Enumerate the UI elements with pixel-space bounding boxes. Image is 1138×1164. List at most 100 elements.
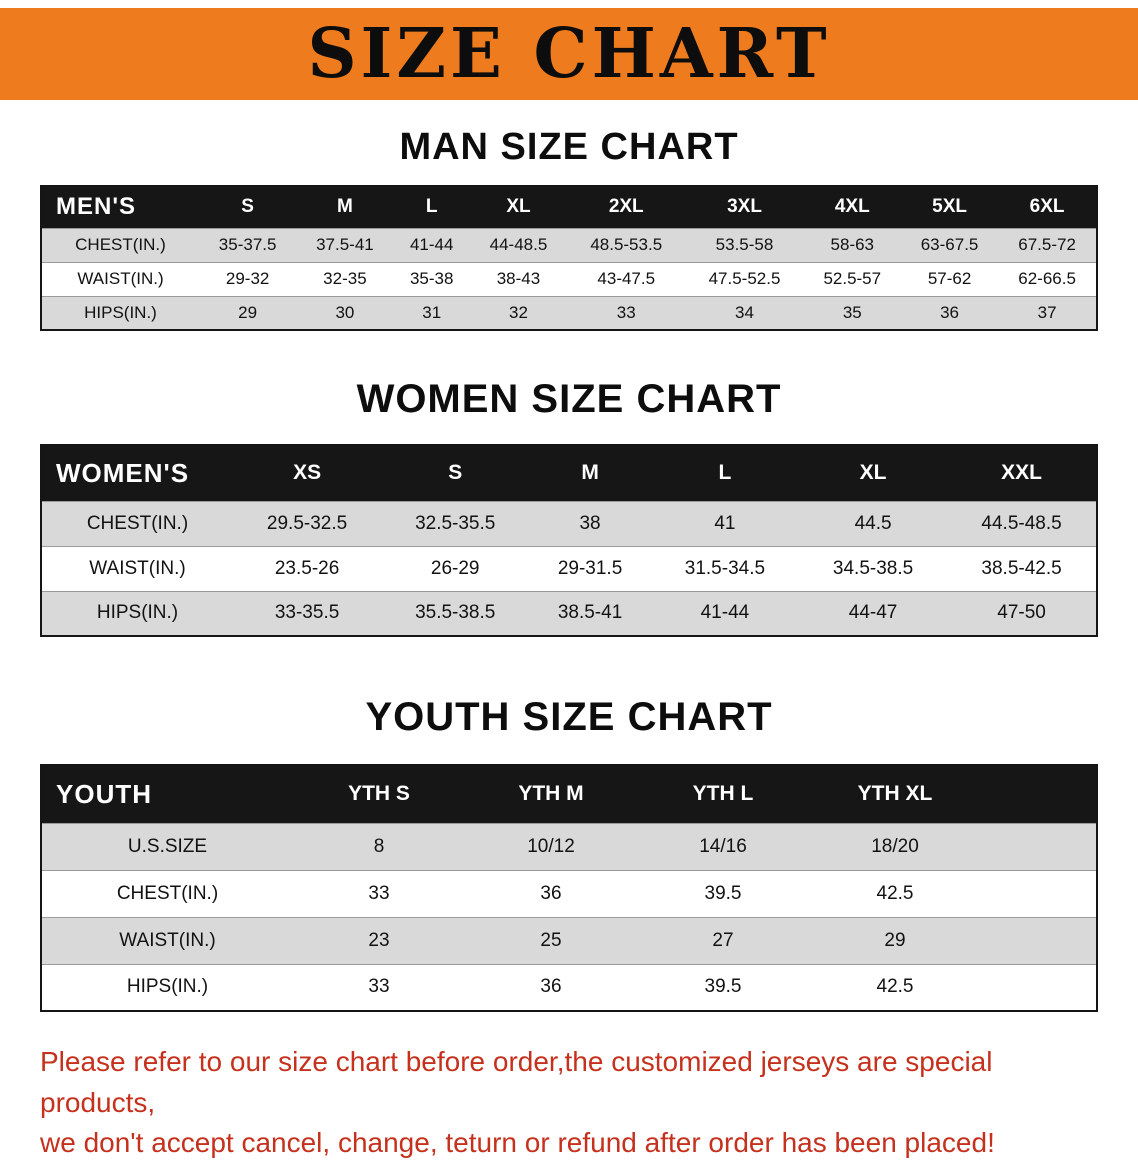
row-label: WAIST(IN.) bbox=[41, 261, 199, 296]
men-col-s: S bbox=[199, 186, 297, 228]
value-cell: 37.5-41 bbox=[296, 227, 394, 262]
value-cell: 34.5-38.5 bbox=[798, 545, 948, 591]
men-hips-row: HIPS(IN.) 29 30 31 32 33 34 35 36 37 bbox=[41, 295, 1097, 330]
value-cell: 57-62 bbox=[900, 261, 999, 296]
value-cell: 41-44 bbox=[650, 590, 799, 636]
youth-col-yth-xl: YTH XL bbox=[809, 765, 981, 823]
value-cell: 32.5-35.5 bbox=[381, 500, 530, 546]
value-cell: 10/12 bbox=[465, 822, 637, 870]
men-col-2xl: 2XL bbox=[567, 186, 686, 228]
youth-table-body: U.S.SIZE 8 10/12 14/16 18/20 CHEST(IN.) … bbox=[41, 822, 1097, 1011]
value-cell: 39.5 bbox=[637, 869, 809, 917]
youth-waist-row: WAIST(IN.) 23 25 27 29 bbox=[41, 916, 1097, 964]
value-cell: 35.5-38.5 bbox=[381, 590, 530, 636]
men-size-table: MEN'S S M L XL 2XL 3XL 4XL 5XL 6XL CHEST… bbox=[40, 185, 1098, 331]
value-cell: 25 bbox=[465, 916, 637, 964]
value-cell: 29 bbox=[199, 295, 297, 330]
youth-header-row: YOUTH YTH S YTH M YTH L YTH XL bbox=[41, 765, 1097, 823]
value-cell: 23 bbox=[293, 916, 465, 964]
row-label: CHEST(IN.) bbox=[41, 869, 293, 917]
value-cell: 42.5 bbox=[809, 869, 981, 917]
men-col-l: L bbox=[393, 186, 470, 228]
value-cell: 43-47.5 bbox=[567, 261, 686, 296]
women-col-xxl: XXL bbox=[947, 445, 1097, 501]
women-table-body: CHEST(IN.) 29.5-32.5 32.5-35.5 38 41 44.… bbox=[41, 500, 1097, 636]
value-cell: 36 bbox=[900, 295, 999, 330]
value-cell: 18/20 bbox=[809, 822, 981, 870]
women-size-table: WOMEN'S XS S M L XL XXL CHEST(IN.) 29.5-… bbox=[40, 444, 1098, 637]
value-cell: 29-32 bbox=[199, 261, 297, 296]
value-cell: 47.5-52.5 bbox=[685, 261, 804, 296]
value-cell: 47-50 bbox=[947, 590, 1097, 636]
row-label: HIPS(IN.) bbox=[41, 590, 233, 636]
value-cell: 44.5 bbox=[798, 500, 948, 546]
value-cell: 48.5-53.5 bbox=[567, 227, 686, 262]
youth-col-yth-l: YTH L bbox=[637, 765, 809, 823]
value-cell: 38.5-41 bbox=[529, 590, 651, 636]
row-label: HIPS(IN.) bbox=[41, 295, 199, 330]
value-cell: 32-35 bbox=[296, 261, 394, 296]
disclaimer-line-1: Please refer to our size chart before or… bbox=[40, 1046, 993, 1118]
value-cell: 62-66.5 bbox=[998, 261, 1097, 296]
youth-table-title: YOUTH bbox=[41, 765, 293, 823]
value-cell: 33 bbox=[293, 869, 465, 917]
value-cell: 41 bbox=[650, 500, 799, 546]
youth-hips-row: HIPS(IN.) 33 36 39.5 42.5 bbox=[41, 963, 1097, 1011]
women-waist-row: WAIST(IN.) 23.5-26 26-29 29-31.5 31.5-34… bbox=[41, 545, 1097, 591]
men-col-xl: XL bbox=[469, 186, 568, 228]
size-chart-banner: SIZE CHART bbox=[0, 8, 1138, 100]
women-col-s: S bbox=[381, 445, 530, 501]
men-table-body: CHEST(IN.) 35-37.5 37.5-41 41-44 44-48.5… bbox=[41, 227, 1097, 330]
men-waist-row: WAIST(IN.) 29-32 32-35 35-38 38-43 43-47… bbox=[41, 261, 1097, 296]
men-table-title: MEN'S bbox=[41, 186, 199, 228]
value-cell: 35-37.5 bbox=[199, 227, 297, 262]
women-table-head: WOMEN'S XS S M L XL XXL bbox=[41, 445, 1097, 501]
value-cell: 29 bbox=[809, 916, 981, 964]
value-cell: 30 bbox=[296, 295, 394, 330]
row-label: CHEST(IN.) bbox=[41, 227, 199, 262]
filler-cell bbox=[981, 963, 1097, 1011]
women-col-l: L bbox=[650, 445, 799, 501]
filler-cell bbox=[981, 916, 1097, 964]
value-cell: 33-35.5 bbox=[233, 590, 382, 636]
men-col-6xl: 6XL bbox=[998, 186, 1097, 228]
row-label: WAIST(IN.) bbox=[41, 545, 233, 591]
disclaimer-text: Please refer to our size chart before or… bbox=[40, 1042, 1100, 1164]
disclaimer-line-2: we don't accept cancel, change, teturn o… bbox=[40, 1127, 995, 1159]
value-cell: 36 bbox=[465, 869, 637, 917]
women-hips-row: HIPS(IN.) 33-35.5 35.5-38.5 38.5-41 41-4… bbox=[41, 590, 1097, 636]
value-cell: 31 bbox=[393, 295, 470, 330]
women-section-heading: WOMEN SIZE CHART bbox=[356, 377, 782, 421]
value-cell: 31.5-34.5 bbox=[650, 545, 799, 591]
value-cell: 58-63 bbox=[803, 227, 901, 262]
youth-col-yth-m: YTH M bbox=[465, 765, 637, 823]
youth-table-head: YOUTH YTH S YTH M YTH L YTH XL bbox=[41, 765, 1097, 823]
filler-cell bbox=[981, 765, 1097, 823]
value-cell: 23.5-26 bbox=[233, 545, 382, 591]
youth-chest-row: CHEST(IN.) 33 36 39.5 42.5 bbox=[41, 869, 1097, 917]
value-cell: 36 bbox=[465, 963, 637, 1011]
value-cell: 42.5 bbox=[809, 963, 981, 1011]
men-chest-row: CHEST(IN.) 35-37.5 37.5-41 41-44 44-48.5… bbox=[41, 227, 1097, 262]
women-col-m: M bbox=[529, 445, 651, 501]
row-label: WAIST(IN.) bbox=[41, 916, 293, 964]
men-col-5xl: 5XL bbox=[900, 186, 999, 228]
value-cell: 67.5-72 bbox=[998, 227, 1097, 262]
men-table-head: MEN'S S M L XL 2XL 3XL 4XL 5XL 6XL bbox=[41, 186, 1097, 228]
value-cell: 29-31.5 bbox=[529, 545, 651, 591]
women-table-title: WOMEN'S bbox=[41, 445, 233, 501]
value-cell: 44.5-48.5 bbox=[947, 500, 1097, 546]
value-cell: 41-44 bbox=[393, 227, 470, 262]
men-header-row: MEN'S S M L XL 2XL 3XL 4XL 5XL 6XL bbox=[41, 186, 1097, 228]
value-cell: 35 bbox=[803, 295, 901, 330]
value-cell: 32 bbox=[469, 295, 568, 330]
women-col-xs: XS bbox=[233, 445, 382, 501]
value-cell: 26-29 bbox=[381, 545, 530, 591]
filler-cell bbox=[981, 869, 1097, 917]
value-cell: 44-47 bbox=[798, 590, 948, 636]
youth-section-heading: YOUTH SIZE CHART bbox=[365, 695, 773, 739]
row-label: CHEST(IN.) bbox=[41, 500, 233, 546]
value-cell: 38 bbox=[529, 500, 651, 546]
value-cell: 35-38 bbox=[393, 261, 470, 296]
row-label: U.S.SIZE bbox=[41, 822, 293, 870]
